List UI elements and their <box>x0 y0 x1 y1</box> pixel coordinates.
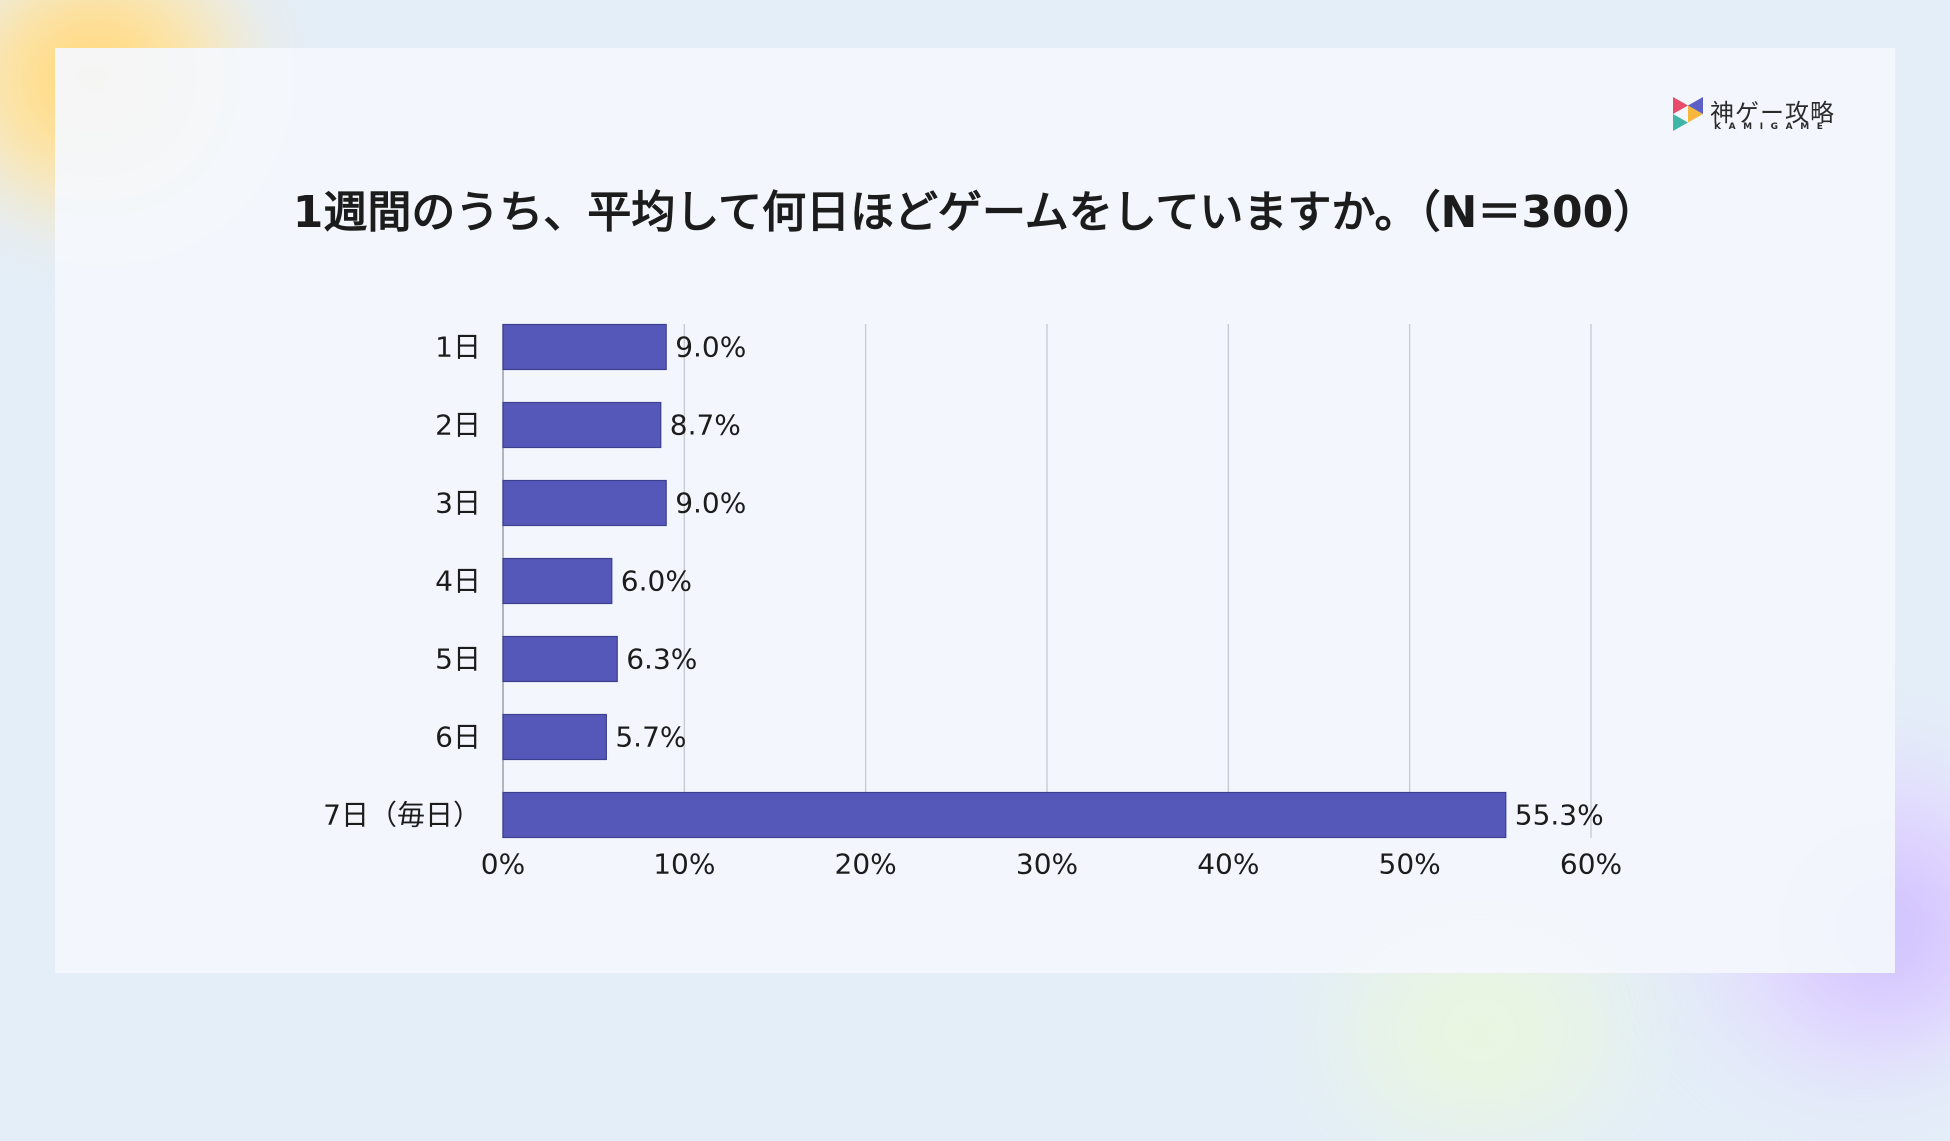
bar-chart: 1日 9.0% 2日 8.7% 3日 9.0% 4日 6.0% 5日 6.3% 6日 5.7% 7日（毎… <box>323 323 1622 881</box>
category-label: 2日 <box>435 409 481 442</box>
x-tick-label: 40% <box>1197 848 1259 881</box>
data-label: 6.0% <box>621 565 692 598</box>
category-label: 7日（毎日） <box>323 799 481 832</box>
category-label: 4日 <box>435 565 481 598</box>
bar <box>502 323 667 371</box>
data-label: 8.7% <box>670 409 741 442</box>
bar <box>502 557 613 605</box>
data-label: 9.0% <box>675 487 746 520</box>
x-tick-label: 10% <box>653 848 715 881</box>
data-label: 5.7% <box>615 721 686 754</box>
bar <box>502 713 607 761</box>
category-label: 1日 <box>435 331 481 364</box>
x-tick-label: 0% <box>481 848 525 881</box>
logo-mark-icon <box>1673 97 1703 131</box>
x-tick-label: 30% <box>1016 848 1078 881</box>
bar <box>502 479 667 527</box>
bar <box>502 635 618 683</box>
category-label: 3日 <box>435 487 481 520</box>
bar <box>502 401 662 449</box>
kamigame-logo: 神ゲー攻略 KAMIGAME <box>1673 95 1853 139</box>
data-label: 55.3% <box>1515 799 1604 832</box>
logo-subtitle: KAMIGAME <box>1714 122 1831 132</box>
data-label: 9.0% <box>675 331 746 364</box>
x-tick-label: 20% <box>835 848 897 881</box>
x-tick-label: 50% <box>1379 848 1441 881</box>
data-label: 6.3% <box>626 643 697 676</box>
category-label: 6日 <box>435 721 481 754</box>
x-tick-label: 60% <box>1560 848 1622 881</box>
category-label: 5日 <box>435 643 481 676</box>
chart-title: 1週間のうち、平均して何日ほどゲームをしていますか。（N＝300） <box>292 187 1658 238</box>
logo-title: 神ゲー攻略 <box>1710 99 1835 127</box>
bar <box>502 791 1507 839</box>
